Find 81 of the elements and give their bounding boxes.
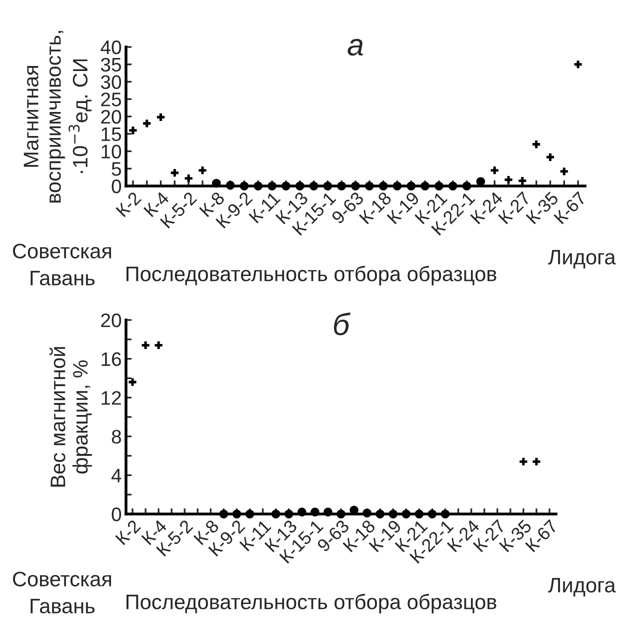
- point: [198, 166, 206, 174]
- point: [240, 182, 249, 190]
- point: [402, 510, 411, 518]
- point: [254, 182, 263, 190]
- point: [351, 182, 360, 190]
- point: [323, 182, 332, 190]
- point: [406, 182, 416, 190]
- y-tick-label: 4: [111, 468, 122, 482]
- point: [388, 510, 398, 518]
- point: [295, 182, 304, 190]
- point: [271, 510, 280, 518]
- point: [532, 458, 540, 466]
- point: [128, 378, 136, 386]
- y-tick-label: 20: [101, 110, 122, 124]
- point: [268, 182, 276, 190]
- point: [142, 341, 150, 350]
- x-axis-title: Последовательность отбора образцов: [126, 266, 496, 286]
- point: [476, 177, 486, 186]
- point: [560, 168, 568, 176]
- x-tick-label: К-2: [115, 519, 142, 546]
- point: [309, 182, 318, 190]
- y-tick-label: 20: [101, 313, 122, 328]
- point: [362, 508, 372, 518]
- point: [129, 126, 137, 134]
- point: [154, 341, 162, 350]
- point: [518, 176, 526, 185]
- text: Советская Гавань: [13, 244, 112, 286]
- point: [212, 178, 221, 188]
- y-tick-label: 25: [101, 92, 122, 106]
- text: Лидога: [548, 250, 616, 268]
- point: [414, 510, 424, 518]
- point: [376, 510, 384, 518]
- point: [428, 510, 437, 518]
- point: [574, 60, 582, 68]
- y-tick-label: 10: [102, 144, 122, 158]
- point: [143, 120, 151, 128]
- point: [365, 182, 374, 190]
- point: [420, 182, 430, 190]
- point: [298, 508, 306, 516]
- y-tick-label: 12: [102, 391, 121, 405]
- point: [284, 510, 294, 518]
- y-axis-title: Вес магнитной фракции, %: [50, 347, 92, 487]
- point: [170, 168, 178, 177]
- y-tick-label: 40: [100, 40, 122, 54]
- y-tick-label: 0: [112, 507, 122, 522]
- point: [226, 180, 235, 190]
- y-tick-label: 0: [112, 179, 122, 194]
- x-axis-title: Последовательность отбора образцов: [126, 594, 496, 614]
- point: [324, 508, 332, 516]
- point: [490, 166, 498, 174]
- point: [232, 510, 242, 518]
- y-tick-label: 30: [100, 75, 122, 89]
- y-tick-label: 16: [102, 352, 121, 366]
- chart-title: а: [348, 38, 363, 56]
- point: [504, 176, 512, 184]
- y-axis-title: Магнитная восприимчивость, ·10$^{−3}$ед. СИ: [24, 30, 92, 202]
- y-tick-label: 8: [112, 430, 121, 444]
- point: [282, 182, 290, 190]
- y-tick-label: 15: [102, 128, 122, 142]
- x-tick-label: К-2: [116, 191, 142, 218]
- point: [532, 140, 540, 148]
- point: [434, 182, 444, 190]
- point: [184, 174, 192, 182]
- y-tick-label: 35: [100, 58, 122, 72]
- point: [462, 182, 472, 190]
- point: [156, 113, 165, 121]
- point: [546, 153, 554, 161]
- point: [448, 182, 458, 190]
- text: Советская Гавань: [13, 572, 112, 614]
- y-tick-label: 5: [112, 162, 122, 176]
- chart-title: б: [334, 312, 350, 336]
- point: [440, 510, 450, 518]
- point: [310, 508, 320, 516]
- text: Лидога: [548, 578, 616, 596]
- point: [337, 182, 346, 190]
- point: [336, 510, 346, 518]
- point: [245, 510, 254, 518]
- point: [378, 182, 388, 190]
- point: [520, 458, 528, 466]
- point: [392, 182, 402, 190]
- point: [219, 510, 228, 518]
